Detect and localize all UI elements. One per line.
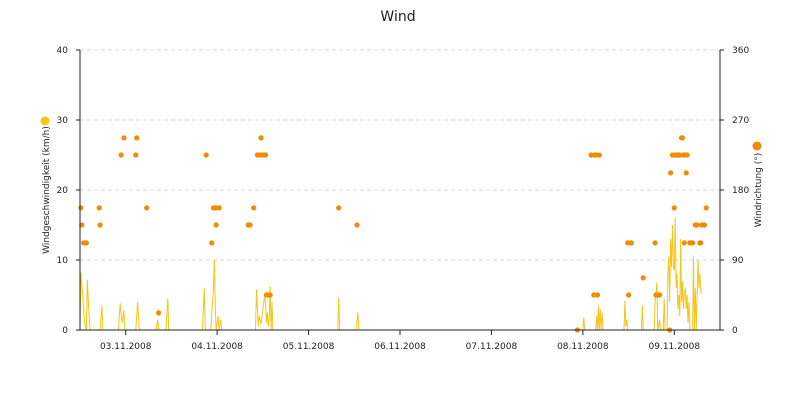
direction-point bbox=[694, 222, 700, 228]
direction-point bbox=[336, 205, 342, 211]
axes bbox=[79, 50, 721, 331]
direction-point bbox=[596, 152, 602, 158]
direction-point bbox=[594, 292, 601, 298]
direction-point bbox=[677, 152, 683, 158]
x-tick-label: 07.11.2008 bbox=[466, 342, 518, 352]
direction-point bbox=[118, 152, 124, 158]
direction-point bbox=[121, 135, 127, 141]
direction-point bbox=[267, 292, 273, 298]
direction-point bbox=[640, 275, 646, 281]
direction-point bbox=[144, 205, 150, 211]
right-tick-label: 90 bbox=[732, 256, 744, 266]
left-tick-label: 20 bbox=[57, 186, 69, 196]
right-tick-label: 0 bbox=[732, 326, 738, 336]
right-tick-label: 270 bbox=[732, 116, 749, 126]
direction-point bbox=[203, 152, 209, 158]
direction-point bbox=[133, 152, 139, 158]
direction-point bbox=[698, 240, 704, 246]
speed-legend-marker bbox=[40, 116, 50, 126]
direction-point bbox=[671, 205, 677, 211]
x-tick-label: 06.11.2008 bbox=[374, 342, 426, 352]
direction-point bbox=[701, 222, 708, 228]
left-tick-label: 10 bbox=[57, 256, 69, 266]
direction-point bbox=[684, 152, 690, 158]
direction-point bbox=[134, 135, 140, 141]
direction-point bbox=[212, 205, 218, 211]
direction-point bbox=[97, 222, 103, 228]
direction-point bbox=[156, 310, 162, 316]
direction-series bbox=[78, 135, 709, 333]
direction-point bbox=[83, 240, 89, 246]
direction-point bbox=[216, 205, 222, 211]
direction-point bbox=[247, 222, 253, 228]
direction-point bbox=[354, 222, 360, 228]
left-tick-label: 0 bbox=[62, 326, 68, 336]
direction-point bbox=[681, 240, 687, 246]
direction-point bbox=[258, 135, 264, 141]
left-tick-label: 40 bbox=[57, 46, 69, 56]
direction-point bbox=[96, 205, 102, 211]
direction-point bbox=[591, 292, 597, 298]
x-tick-label: 08.11.2008 bbox=[557, 342, 609, 352]
right-axis-ticks: 0 90 180 270 360 bbox=[720, 46, 749, 336]
direction-point bbox=[625, 240, 631, 246]
x-tick-label: 04.11.2008 bbox=[191, 342, 243, 352]
left-axis-title: Windgeschwindigkeit (km/h) bbox=[42, 126, 52, 254]
speed-series bbox=[79, 217, 703, 331]
direction-point bbox=[588, 152, 594, 158]
direction-point bbox=[703, 205, 709, 211]
direction-legend-marker bbox=[752, 141, 762, 151]
direction-point bbox=[626, 292, 632, 298]
direction-point bbox=[668, 170, 674, 176]
gridlines bbox=[80, 49, 720, 261]
direction-point bbox=[213, 222, 219, 228]
right-tick-label: 180 bbox=[732, 186, 749, 196]
direction-point bbox=[657, 292, 663, 298]
right-tick-label: 360 bbox=[732, 46, 749, 56]
direction-point bbox=[78, 205, 84, 211]
left-axis-ticks: 0 10 20 30 40 bbox=[57, 46, 80, 336]
direction-point bbox=[690, 240, 696, 246]
x-axis-ticks: 03.11.2008 04.11.2008 05.11.2008 06.11.2008… bbox=[100, 330, 700, 352]
x-tick-label: 05.11.2008 bbox=[283, 342, 335, 352]
direction-point bbox=[628, 240, 634, 246]
left-tick-label: 30 bbox=[57, 116, 69, 126]
speed-line bbox=[79, 217, 703, 331]
x-tick-label: 03.11.2008 bbox=[100, 342, 152, 352]
direction-point bbox=[652, 240, 658, 246]
direction-point bbox=[263, 152, 269, 158]
chart-title: Wind bbox=[380, 9, 415, 25]
x-tick-label: 09.11.2008 bbox=[649, 342, 701, 352]
right-axis-title: Windrichtung (°) bbox=[754, 153, 764, 228]
direction-point bbox=[251, 205, 257, 211]
direction-point bbox=[209, 240, 215, 246]
direction-point bbox=[679, 135, 686, 141]
direction-point bbox=[683, 170, 689, 176]
